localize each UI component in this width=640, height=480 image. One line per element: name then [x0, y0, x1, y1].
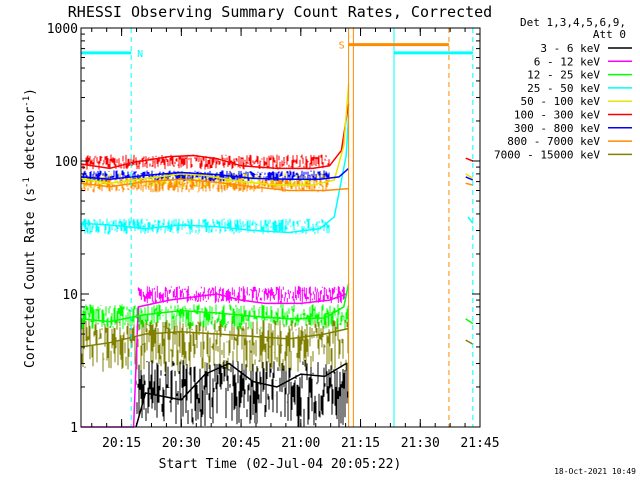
- legend-label-7: 800 - 7000 keV: [507, 135, 600, 148]
- legend-label-1: 6 - 12 keV: [534, 55, 601, 68]
- series-line-12: [465, 318, 474, 325]
- y-tick-label-1: 10: [62, 288, 78, 303]
- noise-band-1: [137, 285, 346, 304]
- y-tick-label-2: 100: [55, 155, 78, 170]
- series-line-14: [465, 339, 474, 345]
- series-line-13: [80, 327, 349, 348]
- x-tick-label-4: 21:15: [341, 436, 380, 451]
- legend-label-4: 50 - 100 keV: [521, 95, 601, 108]
- series-line-7: [465, 176, 474, 181]
- x-tick-label-3: 21:00: [281, 436, 320, 451]
- legend-label-6: 300 - 800 keV: [514, 122, 600, 135]
- series-line-9: [465, 182, 473, 186]
- series-line-1: [467, 216, 474, 224]
- y-tick-label-3: 1000: [47, 22, 78, 37]
- marker-label-0: N: [137, 49, 143, 60]
- legend-label-8: 7000 - 15000 keV: [494, 148, 600, 161]
- plot-area: NS: [80, 28, 474, 428]
- x-tick-label-5: 21:30: [401, 436, 440, 451]
- series-line-3: [465, 157, 474, 162]
- x-tick-label-0: 20:15: [102, 436, 141, 451]
- legend-header-0: Det 1,3,4,5,6,9,: [520, 16, 626, 29]
- series-line-6: [80, 167, 350, 180]
- series-line-2: [80, 103, 350, 170]
- series-line-8: [80, 178, 349, 192]
- legend-label-2: 12 - 25 keV: [527, 69, 600, 82]
- x-tick-label-2: 20:45: [222, 436, 261, 451]
- y-tick-label-0: 1: [70, 421, 78, 436]
- series-line-4: [80, 83, 350, 186]
- marker-label-1: S: [339, 41, 345, 52]
- series-line-15: [135, 362, 347, 428]
- legend-header-1: Att 0: [593, 28, 626, 41]
- legend-label-5: 100 - 300 keV: [514, 109, 600, 122]
- x-tick-label-6: 21:45: [460, 436, 499, 451]
- axes: 1 10 100 1000 20:15 20:30 20:45 21:00 21:15 21:30…: [47, 22, 500, 451]
- plot-frame: [80, 27, 481, 428]
- y-axis-label: Corrected Count Rate (s-1 detector-1): [22, 88, 38, 368]
- legend-label-0: 3 - 6 keV: [540, 42, 600, 55]
- x-tick-label-1: 20:30: [162, 436, 201, 451]
- x-axis-label: Start Time (02-Jul-04 20:05:22): [159, 457, 402, 472]
- series-line-10: [81, 293, 347, 428]
- series-line-0: [80, 115, 350, 234]
- series-line-11: [80, 283, 350, 323]
- chart-title: RHESSI Observing Summary Count Rates, Co…: [68, 3, 492, 21]
- legend-label-3: 25 - 50 keV: [527, 82, 600, 95]
- footer-timestamp: 18-Oct-2021 10:49: [554, 467, 636, 476]
- series-line-5: [465, 173, 474, 180]
